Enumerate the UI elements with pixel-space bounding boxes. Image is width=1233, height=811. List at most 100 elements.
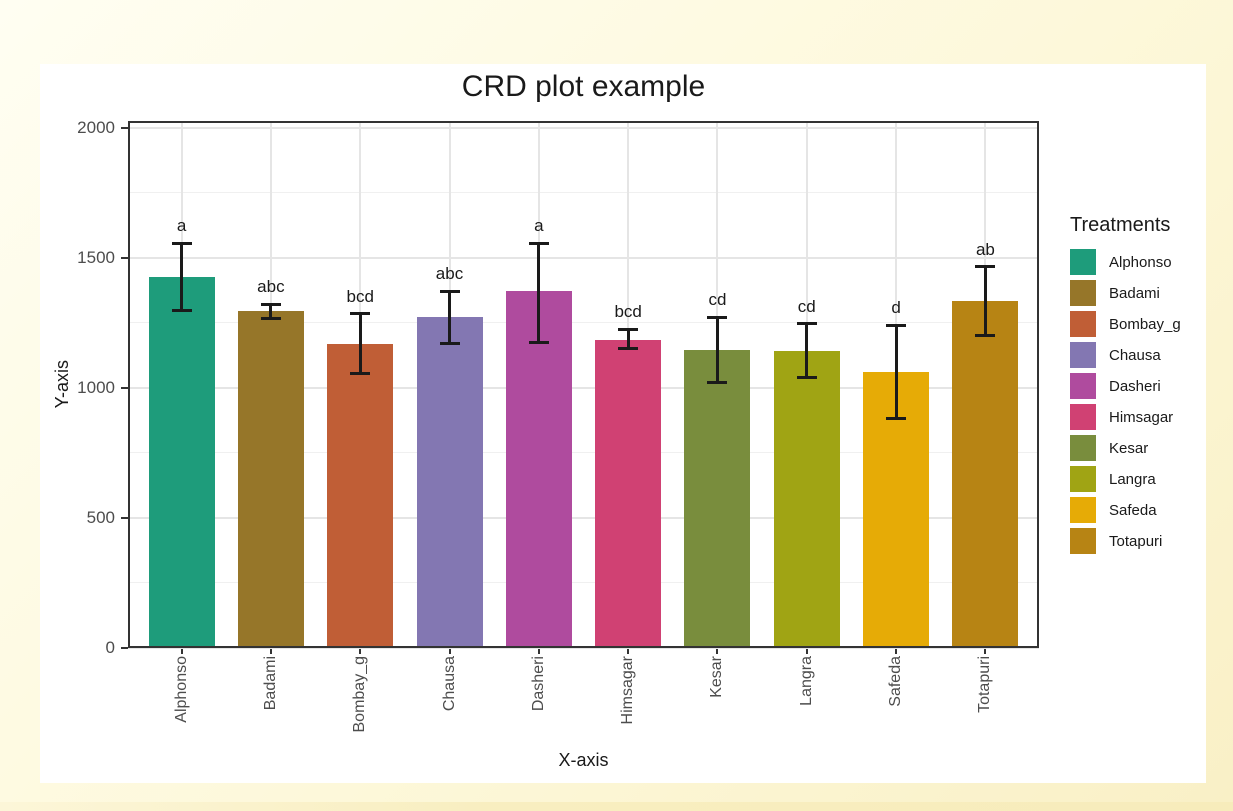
bar-dasheri: [505, 291, 572, 648]
errorbar-cap-bottom-totapuri: [975, 334, 996, 338]
x-tick-badami: [269, 648, 272, 654]
x-tick-himsagar: [627, 648, 630, 654]
x-tick-chausa: [448, 648, 451, 654]
x-tick-dasheri: [537, 648, 540, 654]
legend-label-dasheri: Dasheri: [1109, 377, 1161, 395]
legend-item-dasheri: Dasheri: [1070, 373, 1181, 399]
bar-kesar: [684, 350, 751, 648]
x-tick-label-badami: Badami: [261, 656, 279, 711]
gridline-minor-250: [128, 582, 1039, 584]
y-tick-label-2000: 2000: [77, 117, 115, 137]
legend: Treatments Alphonso Badami Bombay_g Chausa D…: [1070, 214, 1181, 559]
legend-item-safeda: Safeda: [1070, 497, 1181, 523]
errorbar-cap-bottom-badami: [260, 317, 281, 321]
gridline-major-1500: [128, 256, 1039, 259]
plot-panel: a abc bcd abc a bcd cd cd d ab: [128, 121, 1039, 649]
x-axis-title: X-axis: [558, 750, 609, 770]
x-tick-label-totapuri: Totapuri: [976, 656, 994, 713]
errorbar-cap-top-safeda: [886, 323, 907, 327]
y-tick-1500: [121, 256, 128, 259]
bar-chausa: [416, 317, 483, 648]
gridline-major-2000: [128, 126, 1039, 129]
y-tick-0: [121, 647, 128, 649]
legend-item-chausa: Chausa: [1070, 342, 1181, 368]
errorbar-safeda: [894, 325, 898, 419]
legend-items: Alphonso Badami Bombay_g Chausa Dasheri Himsa…: [1070, 249, 1181, 554]
errorbar-totapuri: [983, 266, 987, 336]
legend-label-himsagar: Himsagar: [1109, 408, 1174, 426]
legend-label-badami: Badami: [1109, 284, 1160, 302]
y-tick-label-1500: 1500: [77, 247, 115, 267]
chart-title: CRD plot example: [461, 70, 706, 103]
legend-swatch-bombay_g: [1070, 311, 1096, 337]
gridline-minor-750: [128, 452, 1039, 454]
x-tick-kesar: [716, 648, 719, 654]
sig-letter-chausa: abc: [435, 264, 464, 284]
legend-item-alphonso: Alphonso: [1070, 249, 1181, 275]
errorbar-cap-bottom-safeda: [886, 417, 907, 421]
x-tick-label-himsagar: Himsagar: [619, 656, 637, 725]
legend-label-alphonso: Alphonso: [1109, 253, 1172, 271]
errorbar-cap-bottom-bombay_g: [350, 371, 371, 375]
sig-letter-dasheri: a: [534, 216, 544, 236]
gridline-minor-1250: [128, 322, 1039, 324]
errorbar-cap-top-langra: [796, 322, 817, 326]
legend-swatch-himsagar: [1070, 404, 1096, 430]
legend-swatch-totapuri: [1070, 528, 1096, 554]
errorbar-cap-top-kesar: [707, 315, 728, 319]
errorbar-cap-top-badami: [260, 302, 281, 306]
y-tick-1000: [121, 386, 128, 389]
y-tick-label-0: 0: [105, 638, 115, 657]
sig-letter-himsagar: bcd: [614, 302, 642, 322]
errorbar-chausa: [448, 291, 452, 344]
bar-langra: [773, 351, 840, 648]
errorbar-cap-top-chausa: [439, 289, 460, 293]
bar-himsagar: [595, 339, 662, 648]
gridline-minor-1750: [128, 192, 1039, 194]
gridline-major-0: [128, 647, 1039, 649]
gridline-major-500: [128, 516, 1039, 519]
bar-alphonso: [148, 277, 215, 648]
bar-badami: [237, 310, 304, 648]
legend-item-langra: Langra: [1070, 466, 1181, 492]
errorbar-kesar: [715, 317, 719, 383]
legend-label-bombay_g: Bombay_g: [1109, 315, 1181, 333]
errorbar-himsagar: [626, 329, 630, 349]
errorbar-cap-bottom-chausa: [439, 342, 460, 345]
sig-letter-totapuri: ab: [975, 239, 995, 259]
legend-item-totapuri: Totapuri: [1070, 528, 1181, 554]
x-tick-alphonso: [180, 648, 183, 654]
y-tick-2000: [121, 126, 128, 129]
sig-letter-langra: cd: [797, 296, 816, 316]
errorbar-langra: [805, 323, 809, 378]
x-tick-label-safeda: Safeda: [887, 656, 905, 707]
errorbar-cap-top-dasheri: [528, 241, 549, 245]
y-tick-500: [121, 516, 128, 519]
gridline-major-1000: [128, 386, 1039, 389]
y-tick-label-500: 500: [86, 507, 115, 527]
errorbar-cap-top-totapuri: [975, 265, 996, 269]
legend-title: Treatments: [1070, 214, 1171, 236]
errorbar-cap-top-bombay_g: [350, 312, 371, 316]
x-tick-totapuri: [984, 648, 987, 654]
plot-figure: CRD plot example Y-axis a abc bcd abc a bcd cd…: [40, 64, 1206, 783]
legend-label-safeda: Safeda: [1109, 501, 1157, 519]
errorbar-dasheri: [537, 243, 541, 343]
legend-label-totapuri: Totapuri: [1109, 532, 1163, 550]
x-tick-label-langra: Langra: [797, 656, 815, 706]
errorbar-cap-top-himsagar: [618, 327, 639, 331]
legend-swatch-kesar: [1070, 435, 1096, 461]
x-tick-bombay_g: [359, 648, 362, 654]
sig-letter-safeda: d: [891, 298, 901, 318]
legend-item-himsagar: Himsagar: [1070, 404, 1181, 430]
legend-item-badami: Badami: [1070, 280, 1181, 306]
errorbar-cap-bottom-langra: [796, 375, 817, 379]
x-tick-langra: [805, 648, 808, 654]
errorbar-badami: [269, 304, 273, 319]
errorbar-bombay_g: [358, 313, 362, 374]
x-tick-safeda: [895, 648, 898, 654]
legend-swatch-alphonso: [1070, 249, 1096, 275]
sig-letter-kesar: cd: [708, 290, 727, 310]
legend-swatch-dasheri: [1070, 373, 1096, 399]
bottom-edge-strip: [0, 802, 1233, 811]
